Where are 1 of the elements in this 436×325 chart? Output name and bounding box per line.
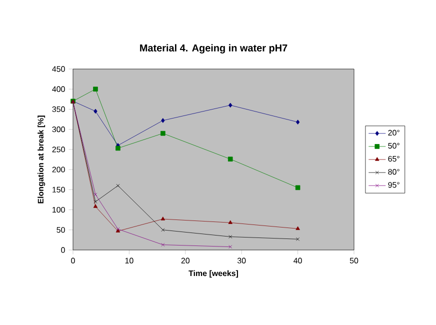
chart-title: Material 4. Ageing in water pH7 bbox=[140, 44, 288, 54]
